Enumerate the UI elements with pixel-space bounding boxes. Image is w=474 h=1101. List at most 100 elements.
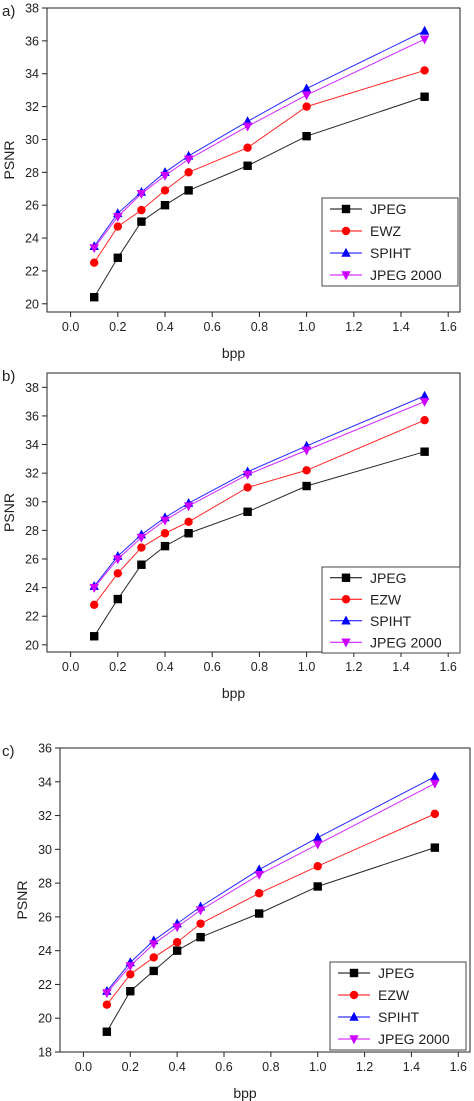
series-ewz xyxy=(90,66,429,267)
x-tick-label: 1.0 xyxy=(298,660,315,674)
y-tick-label: 30 xyxy=(25,495,39,509)
data-point xyxy=(149,940,159,950)
data-point xyxy=(243,483,252,492)
x-tick-label: 0.4 xyxy=(168,1060,185,1074)
y-tick-label: 38 xyxy=(25,381,39,395)
data-point xyxy=(420,447,429,456)
series-line xyxy=(93,96,425,298)
x-tick-label: 0.0 xyxy=(62,660,79,674)
data-point xyxy=(243,161,252,170)
data-point xyxy=(136,189,147,199)
chart-panel-2: 0.0 0.2 0.4 0.6 0.8 1.0 1.2 1.4 1.6 20 22 24 26 28 30 3… xyxy=(1,368,461,701)
data-point xyxy=(113,222,123,231)
y-tick-label: 26 xyxy=(38,910,52,924)
x-tick-label: 0.8 xyxy=(262,1060,279,1074)
legend-marker xyxy=(341,573,351,582)
data-point xyxy=(430,843,440,852)
data-point xyxy=(196,919,205,928)
chart-panel-1: 0.0 0.2 0.4 0.6 0.8 1.0 1.2 1.4 1.6 20 22 24 26 28 30 3… xyxy=(1,2,461,361)
data-point xyxy=(195,906,206,916)
legend-entry: EZW xyxy=(370,591,402,607)
y-tick-label: 36 xyxy=(38,742,52,756)
series-line xyxy=(93,395,425,587)
x-tick-label: 1.0 xyxy=(309,1060,326,1074)
data-point xyxy=(430,779,440,789)
y-tick-label: 28 xyxy=(25,166,39,180)
legend-entry: JPEG xyxy=(370,201,407,217)
data-point xyxy=(420,92,429,101)
x-tick-label: 0.4 xyxy=(156,320,173,334)
data-point xyxy=(302,466,311,475)
x-tick-label: 1.2 xyxy=(345,660,362,674)
legend-marker xyxy=(341,595,351,604)
data-point xyxy=(172,923,182,933)
data-point xyxy=(113,594,122,604)
data-point xyxy=(90,258,99,267)
data-point xyxy=(420,66,429,75)
x-tick-label: 1.4 xyxy=(392,320,409,334)
data-point xyxy=(184,168,193,177)
y-tick-label: 26 xyxy=(25,199,39,213)
data-point xyxy=(89,583,99,593)
x-tick-label: 0.4 xyxy=(156,660,173,674)
data-point xyxy=(113,212,123,222)
data-point xyxy=(126,970,135,979)
y-tick-label: 32 xyxy=(38,809,52,823)
data-point xyxy=(102,989,112,999)
legend-entry: JPEG xyxy=(370,570,407,586)
series-ezw xyxy=(90,416,429,609)
data-point xyxy=(420,416,429,425)
legend-entry: JPEG 2000 xyxy=(378,1031,450,1047)
data-point xyxy=(126,987,135,996)
x-tick-label: 1.6 xyxy=(450,1060,467,1074)
series-ezw xyxy=(102,809,440,1009)
y-tick-label: 30 xyxy=(25,133,39,147)
data-point xyxy=(184,186,193,195)
x-tick-label: 0.6 xyxy=(215,1060,232,1074)
y-axis-label: PSNR xyxy=(1,493,17,532)
legend-entry: JPEG 2000 xyxy=(370,267,442,283)
data-point xyxy=(172,946,182,955)
data-point xyxy=(430,771,440,781)
series-line xyxy=(93,419,425,606)
legend-marker xyxy=(349,1035,359,1045)
series-line xyxy=(93,401,425,588)
data-point xyxy=(301,91,312,101)
data-point xyxy=(90,293,99,302)
series-line xyxy=(93,451,425,637)
y-tick-label: 18 xyxy=(38,1046,52,1060)
x-tick-label: 0.2 xyxy=(109,320,126,334)
data-point xyxy=(254,889,264,898)
x-axis-label: bpp xyxy=(222,685,246,701)
data-point xyxy=(243,143,252,152)
x-tick-label: 1.4 xyxy=(403,1060,420,1074)
y-tick-label: 32 xyxy=(25,467,39,481)
series-jpeg xyxy=(90,92,429,302)
y-tick-label: 34 xyxy=(25,67,39,81)
data-point xyxy=(313,882,322,891)
data-point xyxy=(137,560,146,569)
data-point xyxy=(419,25,430,35)
legend-marker xyxy=(341,638,351,648)
x-tick-label: 1.2 xyxy=(356,1060,373,1074)
y-axis-label: PSNR xyxy=(14,881,30,920)
data-point xyxy=(160,541,170,551)
data-point xyxy=(160,186,170,195)
series-line xyxy=(93,69,425,263)
plot-frame xyxy=(46,372,461,653)
y-tick-label: 24 xyxy=(25,232,39,246)
data-point xyxy=(184,529,193,538)
data-point xyxy=(313,862,322,871)
series-jpeg xyxy=(90,447,429,641)
x-tick-label: 1.4 xyxy=(392,660,409,674)
data-point xyxy=(160,529,170,538)
data-point xyxy=(90,632,99,641)
y-tick-label: 28 xyxy=(38,877,52,891)
y-tick-label: 30 xyxy=(38,843,52,857)
data-point xyxy=(137,543,146,552)
series-jpeg-2000 xyxy=(89,35,430,254)
data-point xyxy=(113,569,123,578)
data-point xyxy=(196,932,205,942)
data-point xyxy=(430,809,440,819)
